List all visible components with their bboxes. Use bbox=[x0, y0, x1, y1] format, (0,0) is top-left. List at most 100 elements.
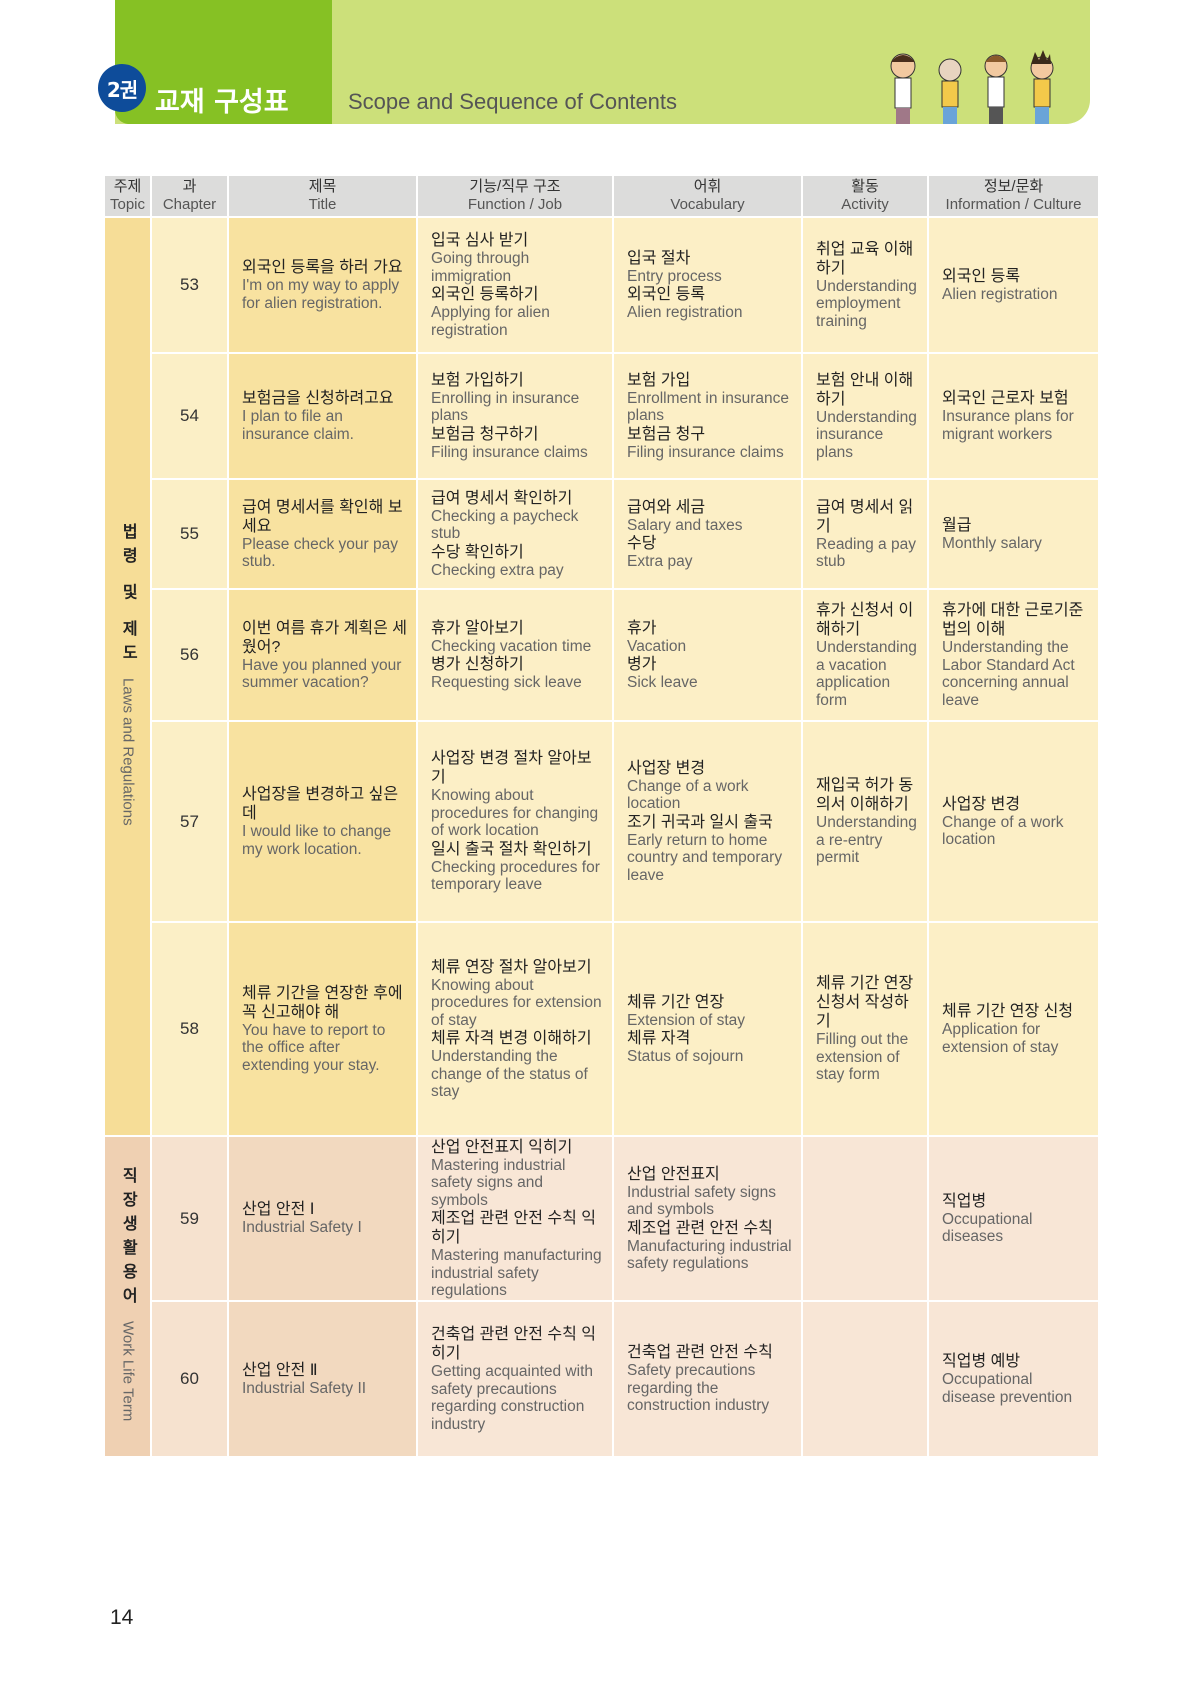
vocabulary-cell-en: Vacation bbox=[627, 637, 687, 655]
volume-badge: 2권 bbox=[98, 64, 146, 112]
character-1 bbox=[890, 53, 916, 124]
column-header-ko: 정보/문화 bbox=[983, 178, 1044, 195]
info-cell: 직업병 Occupational diseases bbox=[927, 1135, 1100, 1302]
column-header: 어휘 Vocabulary bbox=[612, 174, 803, 218]
function-cell-ko: 보험 가입하기 bbox=[431, 371, 524, 389]
activity-cell-ko: 재입국 허가 동의서 이해하기 bbox=[816, 777, 914, 814]
vocabulary-cell: 산업 안전표지 Industrial safety signs and symbo… bbox=[612, 1135, 803, 1302]
title-cell-en: Industrial Safety I bbox=[242, 1219, 362, 1237]
page-title-korean: 교재 구성표 bbox=[155, 87, 289, 118]
vocabulary-cell-ko: 수당 bbox=[627, 535, 657, 552]
function-cell-ko: 체류 연장 절차 알아보기 bbox=[431, 958, 592, 976]
vocabulary-cell-en: Status of sojourn bbox=[627, 1048, 744, 1065]
function-cell: 체류 연장 절차 알아보기 Knowing about procedures fo… bbox=[416, 921, 614, 1137]
vocabulary-cell-ko: 체류 자격 bbox=[627, 1030, 691, 1047]
info-cell-en: Alien registration bbox=[942, 285, 1058, 303]
vocabulary-cell: 입국 절차 Entry process 외국인 등록 Alien registrati… bbox=[612, 216, 803, 354]
page-title-english: Scope and Sequence of Contents bbox=[348, 89, 678, 114]
vocabulary-cell: 체류 기간 연장 Extension of stay 체류 자격 Status of … bbox=[612, 921, 803, 1137]
topic-cell: 직장생활용어 Work Life Term bbox=[103, 1135, 152, 1458]
function-cell-ko: 건축업 관련 안전 수칙 익히기 bbox=[431, 1326, 596, 1362]
activity-cell: 보험 안내 이해하기 Understanding insurance plans bbox=[801, 352, 929, 480]
chapter-cell: 53 bbox=[150, 216, 229, 354]
function-cell-en: Filing insurance claims bbox=[431, 443, 588, 461]
info-cell-en: Occupational disease prevention bbox=[942, 1371, 1073, 1406]
activity-cell: 재입국 허가 동의서 이해하기 Understanding a re-entry … bbox=[801, 720, 929, 923]
title-cell-ko: 보험금을 신청하려고요 bbox=[242, 390, 394, 407]
activity-cell-en: Understanding a re-entry permit bbox=[816, 814, 917, 867]
chapter-cell: 56 bbox=[150, 588, 229, 722]
function-cell-ko: 제조업 관련 안전 수칙 익히기 bbox=[431, 1210, 596, 1246]
title-cell-ko: 산업 안전 Ⅰ bbox=[242, 1201, 315, 1219]
title-cell-ko: 사업장을 변경하고 싶은데 bbox=[242, 786, 399, 822]
vocabulary-cell: 휴가 Vacation 병가 Sick leave bbox=[612, 588, 803, 722]
character-2 bbox=[938, 58, 962, 124]
column-header-en: Chapter bbox=[162, 196, 217, 213]
function-cell-ko: 병가 신청하기 bbox=[431, 656, 524, 673]
title-cell-ko: 체류 기간을 연장한 후에 꼭 신고해야 해 bbox=[242, 984, 403, 1021]
title-cell-en: You have to report to the office after e… bbox=[242, 1021, 386, 1074]
header-banner-dark bbox=[115, 0, 332, 124]
character-4 bbox=[1030, 50, 1054, 124]
vocabulary-cell: 급여와 세금 Salary and taxes 수당 Extra pay bbox=[612, 478, 803, 590]
chapter-cell: 60 bbox=[150, 1300, 229, 1458]
table-row: 법령 및 제도 Laws and Regulations 53 외국인 등록을 하러… bbox=[103, 216, 1100, 1137]
table-row: 60 산업 안전 Ⅱ Industrial Safety II 건축업 관련 안전 수… bbox=[104, 1300, 1100, 1458]
info-cell: 직업병 예방 Occupational disease prevention bbox=[927, 1300, 1100, 1458]
column-header-en: Information / Culture bbox=[945, 196, 1082, 213]
column-header: 주제 Topic bbox=[103, 174, 152, 218]
column-header-ko: 주제 bbox=[113, 178, 142, 195]
chapter-cell: 58 bbox=[150, 921, 229, 1137]
column-header-en: Activity bbox=[841, 196, 889, 213]
function-cell-en: Checking vacation time bbox=[431, 637, 592, 655]
vocabulary-cell-ko: 보험 가입 bbox=[627, 371, 691, 389]
column-header: 정보/문화 Information / Culture bbox=[927, 174, 1100, 218]
function-cell-ko: 급여 명세서 확인하기 bbox=[431, 489, 573, 507]
title-cell: 급여 명세서를 확인해 보세요 Please check your pay stu… bbox=[227, 478, 418, 590]
title-cell-ko: 급여 명세서를 확인해 보세요 bbox=[242, 498, 403, 535]
vocabulary-cell-ko: 입국 절차 bbox=[627, 249, 691, 267]
vocabulary-cell-ko: 조기 귀국과 일시 출국 bbox=[627, 813, 773, 831]
vocabulary-cell-en: Change of a work location bbox=[627, 777, 749, 813]
info-cell: 외국인 등록 Alien registration bbox=[927, 216, 1100, 354]
title-cell-en: Industrial Safety II bbox=[242, 1379, 367, 1397]
column-header-en: Topic bbox=[109, 196, 146, 213]
vocabulary-cell-en: Early return to home country and tempora… bbox=[627, 831, 783, 884]
column-header-ko: 어휘 bbox=[693, 178, 722, 195]
vocabulary-cell-ko: 체류 기간 연장 bbox=[627, 993, 725, 1011]
function-cell-en: Enrolling in insurance plans bbox=[431, 389, 580, 425]
column-header-ko: 활동 bbox=[851, 178, 879, 195]
page-number: 14 bbox=[110, 1606, 134, 1629]
info-cell-en: Understanding the Labor Standard Act con… bbox=[942, 639, 1075, 709]
title-cell: 산업 안전 Ⅱ Industrial Safety II bbox=[227, 1300, 418, 1458]
info-cell-ko: 직업병 예방 bbox=[942, 1353, 1021, 1370]
activity-cell: 급여 명세서 읽기 Reading a pay stub bbox=[801, 478, 929, 590]
function-cell-en: Knowing about procedures for extension o… bbox=[431, 976, 602, 1029]
vocabulary-cell-ko: 급여와 세금 bbox=[627, 498, 706, 516]
vocabulary-cell-ko: 병가 bbox=[627, 656, 657, 673]
vocabulary-cell-en: Manufacturing industrial safety regulati… bbox=[627, 1237, 792, 1273]
vocabulary-cell-ko: 외국인 등록 bbox=[627, 286, 706, 303]
info-cell: 사업장 변경 Change of a work location bbox=[927, 720, 1100, 923]
function-cell-en: Requesting sick leave bbox=[431, 674, 582, 691]
function-cell: 급여 명세서 확인하기 Checking a paycheck stub 수당 확인… bbox=[416, 478, 614, 590]
info-cell-en: Change of a work location bbox=[942, 813, 1064, 849]
vocabulary-cell-ko: 사업장 변경 bbox=[627, 759, 706, 777]
function-cell-en: Getting acquainted with safety precautio… bbox=[431, 1363, 593, 1433]
title-cell-en: Please check your pay stub. bbox=[242, 535, 398, 571]
chapter-cell: 59 bbox=[150, 1135, 229, 1302]
function-cell: 산업 안전표지 익히기 Mastering industrial safety s… bbox=[416, 1135, 614, 1302]
function-cell-en: Checking a paycheck stub bbox=[431, 507, 579, 543]
activity-cell: 취업 교육 이해하기 Understanding employment train… bbox=[801, 216, 929, 354]
chapter-cell: 57 bbox=[150, 720, 229, 923]
title-cell-en: I'm on my way to apply for alien registr… bbox=[242, 277, 400, 312]
activity-cell bbox=[801, 1135, 929, 1302]
topic-en: Work Life Term bbox=[119, 1321, 137, 1422]
column-header-ko: 과 bbox=[182, 178, 197, 195]
function-cell-en: Going through immigration bbox=[431, 250, 530, 285]
vocabulary-cell-en: Filing insurance claims bbox=[627, 443, 784, 461]
vocabulary-cell-ko: 휴가 bbox=[627, 619, 657, 637]
info-cell-en: Monthly salary bbox=[942, 534, 1042, 552]
activity-cell-en: Filling out the extension of stay form bbox=[816, 1031, 909, 1084]
function-cell-en: Understanding the change of the status o… bbox=[431, 1048, 588, 1100]
